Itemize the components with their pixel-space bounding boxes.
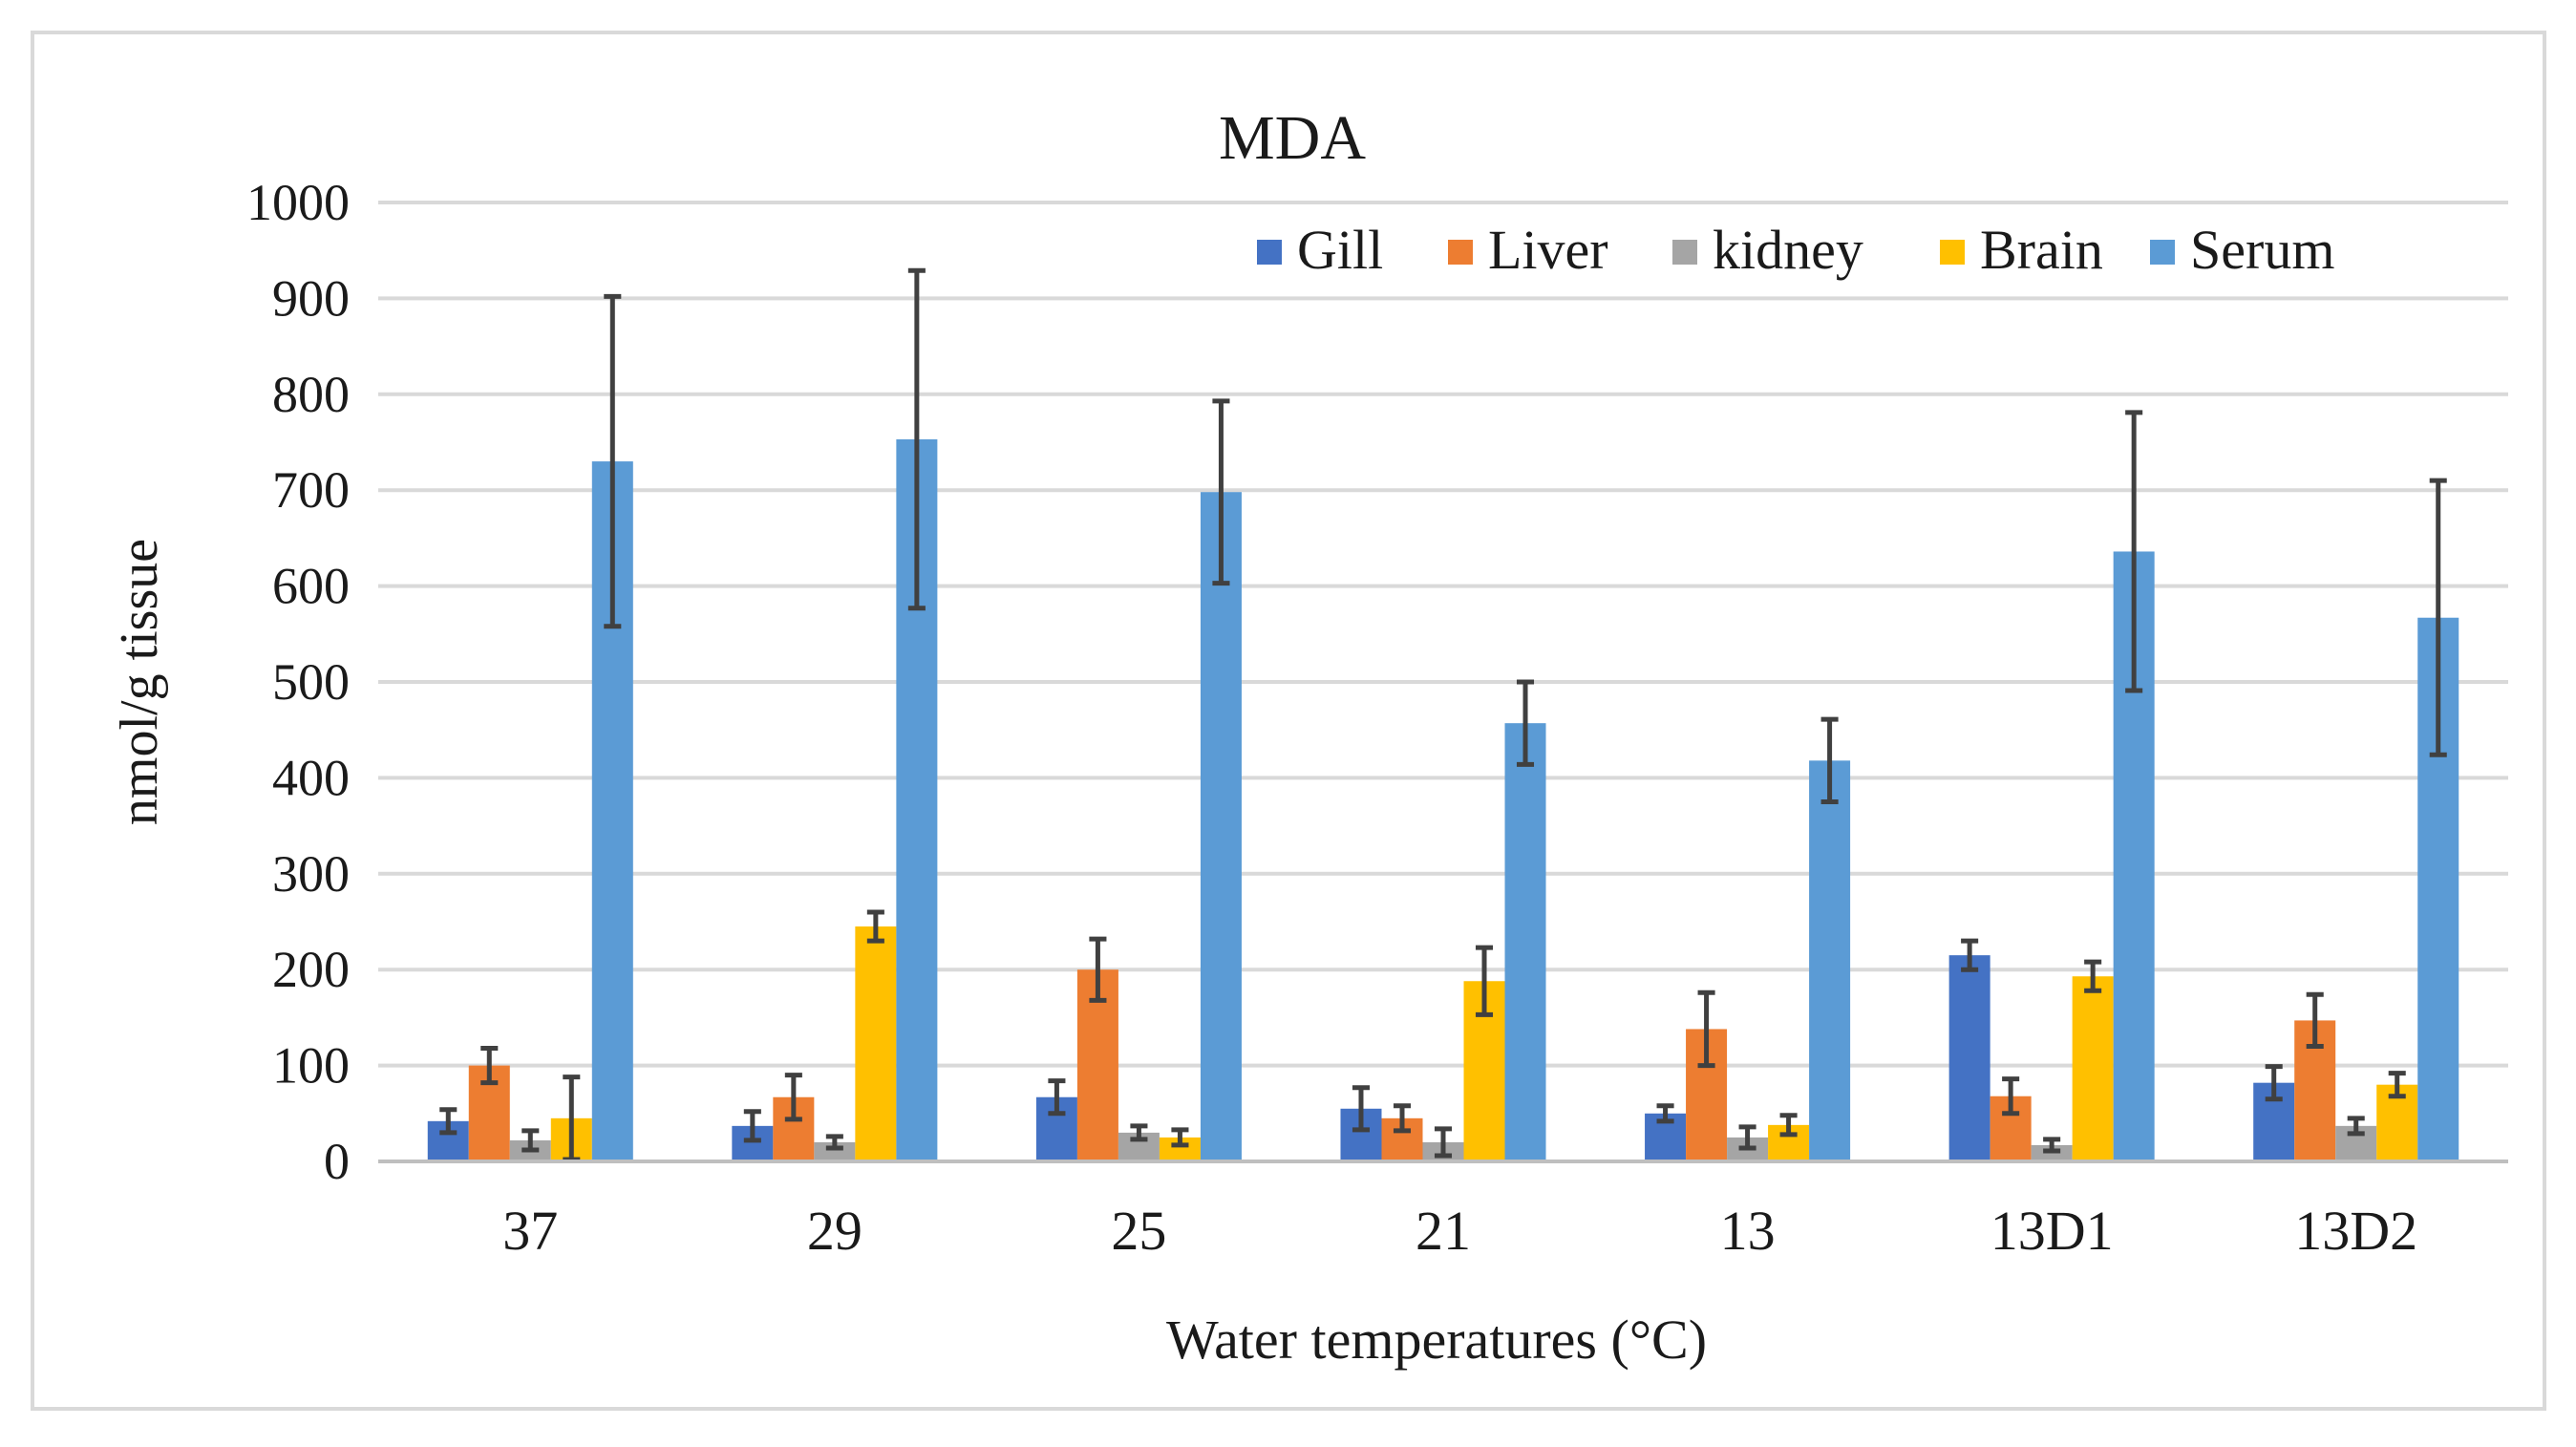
error-bar-brain-29 <box>866 909 884 944</box>
bar-gill-13d1 <box>1948 955 1991 1161</box>
error-bar-serum-29 <box>907 267 926 611</box>
x-tick-label: 13 <box>1720 1200 1776 1262</box>
error-bar-gill-29 <box>743 1109 761 1143</box>
legend-item-gill: Gill <box>1257 219 1383 281</box>
error-bar-gill-21 <box>1352 1085 1371 1133</box>
y-tick-label: 300 <box>272 845 350 903</box>
error-bar-brain-13d1 <box>2084 959 2102 993</box>
y-tick-label: 400 <box>272 749 350 806</box>
legend-label-gill: Gill <box>1297 219 1383 281</box>
error-bar-serum-25 <box>1212 398 1230 586</box>
error-bar-kidney-13d2 <box>2347 1116 2365 1137</box>
error-bar-liver-25 <box>1089 936 1107 1003</box>
y-tick-label: 500 <box>272 653 350 711</box>
legend-swatch-liver <box>1448 240 1473 265</box>
error-bar-brain-21 <box>1475 945 1494 1017</box>
bar-kidney-29 <box>814 1141 856 1161</box>
error-bar-gill-13d1 <box>1961 938 1979 972</box>
error-bar-liver-13d1 <box>2002 1076 2020 1117</box>
error-bar-serum-21 <box>1516 679 1535 767</box>
x-tick-label: 13D1 <box>1991 1200 2114 1262</box>
error-bar-kidney-13 <box>1738 1124 1756 1151</box>
error-bar-kidney-25 <box>1130 1123 1148 1142</box>
bar-serum-21 <box>1504 723 1546 1161</box>
error-bar-brain-13 <box>1779 1113 1798 1138</box>
legend-swatch-kidney <box>1672 240 1697 265</box>
error-bar-kidney-13d1 <box>2043 1137 2061 1154</box>
error-bar-gill-13d2 <box>2265 1064 2283 1102</box>
legend-item-brain: Brain <box>1940 219 2103 281</box>
legend-label-kidney: kidney <box>1713 219 1863 281</box>
error-bar-kidney-37 <box>522 1128 540 1153</box>
error-bar-serum-13d2 <box>2429 478 2447 757</box>
legend-label-liver: Liver <box>1488 219 1608 281</box>
bar-brain-13d1 <box>2072 976 2114 1161</box>
y-tick-label: 600 <box>272 558 350 615</box>
error-bar-gill-25 <box>1048 1078 1066 1117</box>
error-bar-gill-13 <box>1656 1103 1674 1124</box>
x-tick-label: 13D2 <box>2294 1200 2417 1262</box>
y-tick-label: 1000 <box>246 174 350 231</box>
error-bar-liver-37 <box>480 1046 499 1086</box>
bar-serum-25 <box>1200 492 1242 1161</box>
error-bar-serum-13 <box>1820 716 1839 804</box>
x-tick-label: 25 <box>1111 1200 1166 1262</box>
error-bar-brain-13d2 <box>2388 1071 2406 1099</box>
legend-swatch-serum <box>2150 240 2175 265</box>
x-tick-label: 37 <box>502 1200 558 1262</box>
x-axis-label: Water temperatures (°C) <box>1166 1309 1707 1371</box>
error-bars <box>439 267 2447 1162</box>
bar-serum-13 <box>1809 760 1851 1161</box>
x-tick-label: 21 <box>1416 1200 1471 1262</box>
y-tick-label: 800 <box>272 366 350 423</box>
legend-item-serum: Serum <box>2150 219 2334 281</box>
axes: 0 100 200 300 400 500 600 700 800 900 1000 37 29 25 21… <box>246 174 2508 1262</box>
legend-label-brain: Brain <box>1980 219 2103 281</box>
y-tick-label: 200 <box>272 941 350 998</box>
error-bar-gill-37 <box>439 1107 458 1136</box>
error-bar-brain-25 <box>1171 1127 1189 1148</box>
gridlines <box>378 201 2508 1068</box>
legend-item-kidney: kidney <box>1672 219 1863 281</box>
chart-title: MDA <box>1219 103 1366 173</box>
legend-item-liver: Liver <box>1448 219 1608 281</box>
error-bar-liver-21 <box>1393 1103 1412 1134</box>
error-bar-liver-29 <box>784 1073 802 1122</box>
error-bar-serum-37 <box>604 293 622 629</box>
error-bar-serum-13d1 <box>2125 410 2143 693</box>
legend-swatch-gill <box>1257 240 1282 265</box>
chart-frame: 0 100 200 300 400 500 600 700 800 900 1000 37 29 25 21… <box>31 31 2546 1411</box>
bar-kidney-13d1 <box>2031 1144 2073 1161</box>
x-tick-label: 29 <box>807 1200 862 1262</box>
legend-swatch-brain <box>1940 240 1965 265</box>
y-tick-label: 100 <box>272 1037 350 1095</box>
error-bar-brain-37 <box>563 1075 581 1162</box>
y-tick-label: 900 <box>272 269 350 327</box>
error-bar-liver-13 <box>1697 989 1715 1069</box>
error-bar-kidney-29 <box>825 1134 843 1151</box>
y-axis-label: nmol/g tissue <box>110 539 169 825</box>
legend-label-serum: Serum <box>2190 219 2334 281</box>
error-bar-kidney-21 <box>1434 1126 1453 1159</box>
legend: Gill Liver kidney Brain Serum <box>1257 219 2334 281</box>
bars <box>427 438 2459 1162</box>
error-bar-liver-13d2 <box>2306 991 2324 1050</box>
y-tick-label: 700 <box>272 461 350 519</box>
y-tick-label: 0 <box>324 1133 350 1190</box>
mda-bar-chart: 0 100 200 300 400 500 600 700 800 900 1000 37 29 25 21… <box>110 103 2508 1371</box>
bar-brain-29 <box>855 926 897 1161</box>
